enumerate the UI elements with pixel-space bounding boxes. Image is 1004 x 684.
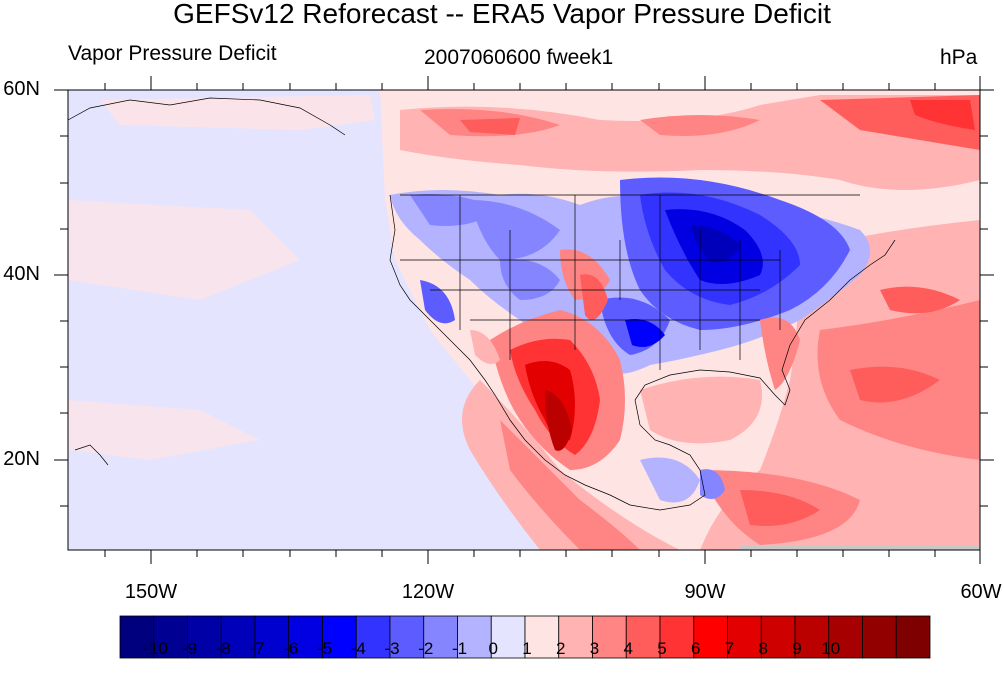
colorbar-tick-label: 5 — [657, 639, 667, 658]
lat-label-20n: 20N — [3, 448, 40, 470]
colorbar-box — [625, 615, 661, 659]
colorbar-tick-label: -6 — [283, 639, 299, 658]
colorbar-box — [862, 615, 897, 659]
lon-label-60w: 60W — [960, 581, 1002, 603]
colorbar-tick-label: 7 — [724, 639, 735, 658]
lon-label-90w: 90W — [684, 581, 726, 603]
colorbar-box — [254, 615, 290, 659]
colorbar-box — [119, 615, 155, 659]
colorbar-box — [794, 615, 830, 659]
colorbar-box — [524, 615, 560, 659]
colorbar-box — [389, 615, 425, 659]
vpd-field — [68, 90, 980, 550]
date-label: 2007060600 fweek1 — [424, 46, 614, 69]
colorbar-tick-label: 10 — [821, 639, 841, 658]
colorbar-box — [220, 615, 256, 659]
colorbar-tick-label: 9 — [792, 639, 802, 658]
colorbar-box — [558, 615, 593, 659]
lon-label-150w: 150W — [124, 581, 178, 603]
axis-ticks — [54, 76, 994, 564]
colorbar-tick-label: 8 — [758, 639, 768, 658]
colorbar-tick-label: -8 — [215, 639, 231, 658]
colorbar-tick-label: -4 — [350, 639, 366, 658]
colorbar-tick-label: -1 — [451, 639, 468, 658]
colorbar-tick-label: -9 — [181, 639, 198, 658]
colorbar-box — [153, 615, 188, 659]
colorbar-tick-label: 3 — [589, 639, 600, 658]
map-title: GEFSv12 Reforecast -- ERA5 Vapor Pressur… — [173, 0, 831, 29]
lat-label-60n: 60N — [3, 78, 40, 100]
colorbar-tick-label: 1 — [522, 639, 532, 658]
colorbar-box — [355, 615, 391, 659]
colorbar-box — [760, 615, 796, 659]
colorbar-box — [693, 615, 728, 659]
colorbar-box — [727, 615, 762, 659]
colorbar-tick-label: 4 — [623, 639, 633, 658]
coastlines — [68, 97, 896, 511]
colorbar-box — [457, 615, 492, 659]
units-label: hPa — [940, 46, 978, 69]
colorbar-tick-label: -3 — [384, 639, 400, 658]
colorbar-box — [423, 615, 458, 659]
colorbar-box — [659, 615, 695, 659]
colorbar-tick-label: 6 — [691, 639, 701, 658]
colorbar-tick-label: -7 — [249, 639, 265, 658]
lon-label-120w: 120W — [401, 581, 455, 603]
colorbar-box — [895, 615, 931, 659]
colorbar-tick-label: 2 — [556, 639, 566, 658]
colorbar-tick-label: 0 — [488, 639, 498, 658]
colorbar-tick-label: -2 — [418, 639, 434, 658]
lat-label-40n: 40N — [3, 263, 40, 285]
colorbar-tick-label: -10 — [143, 639, 169, 658]
colorbar-box — [322, 615, 357, 659]
variable-label: Vapor Pressure Deficit — [68, 42, 277, 65]
colorbar-tick-label: -5 — [316, 639, 333, 658]
colorbar-box — [592, 615, 627, 659]
